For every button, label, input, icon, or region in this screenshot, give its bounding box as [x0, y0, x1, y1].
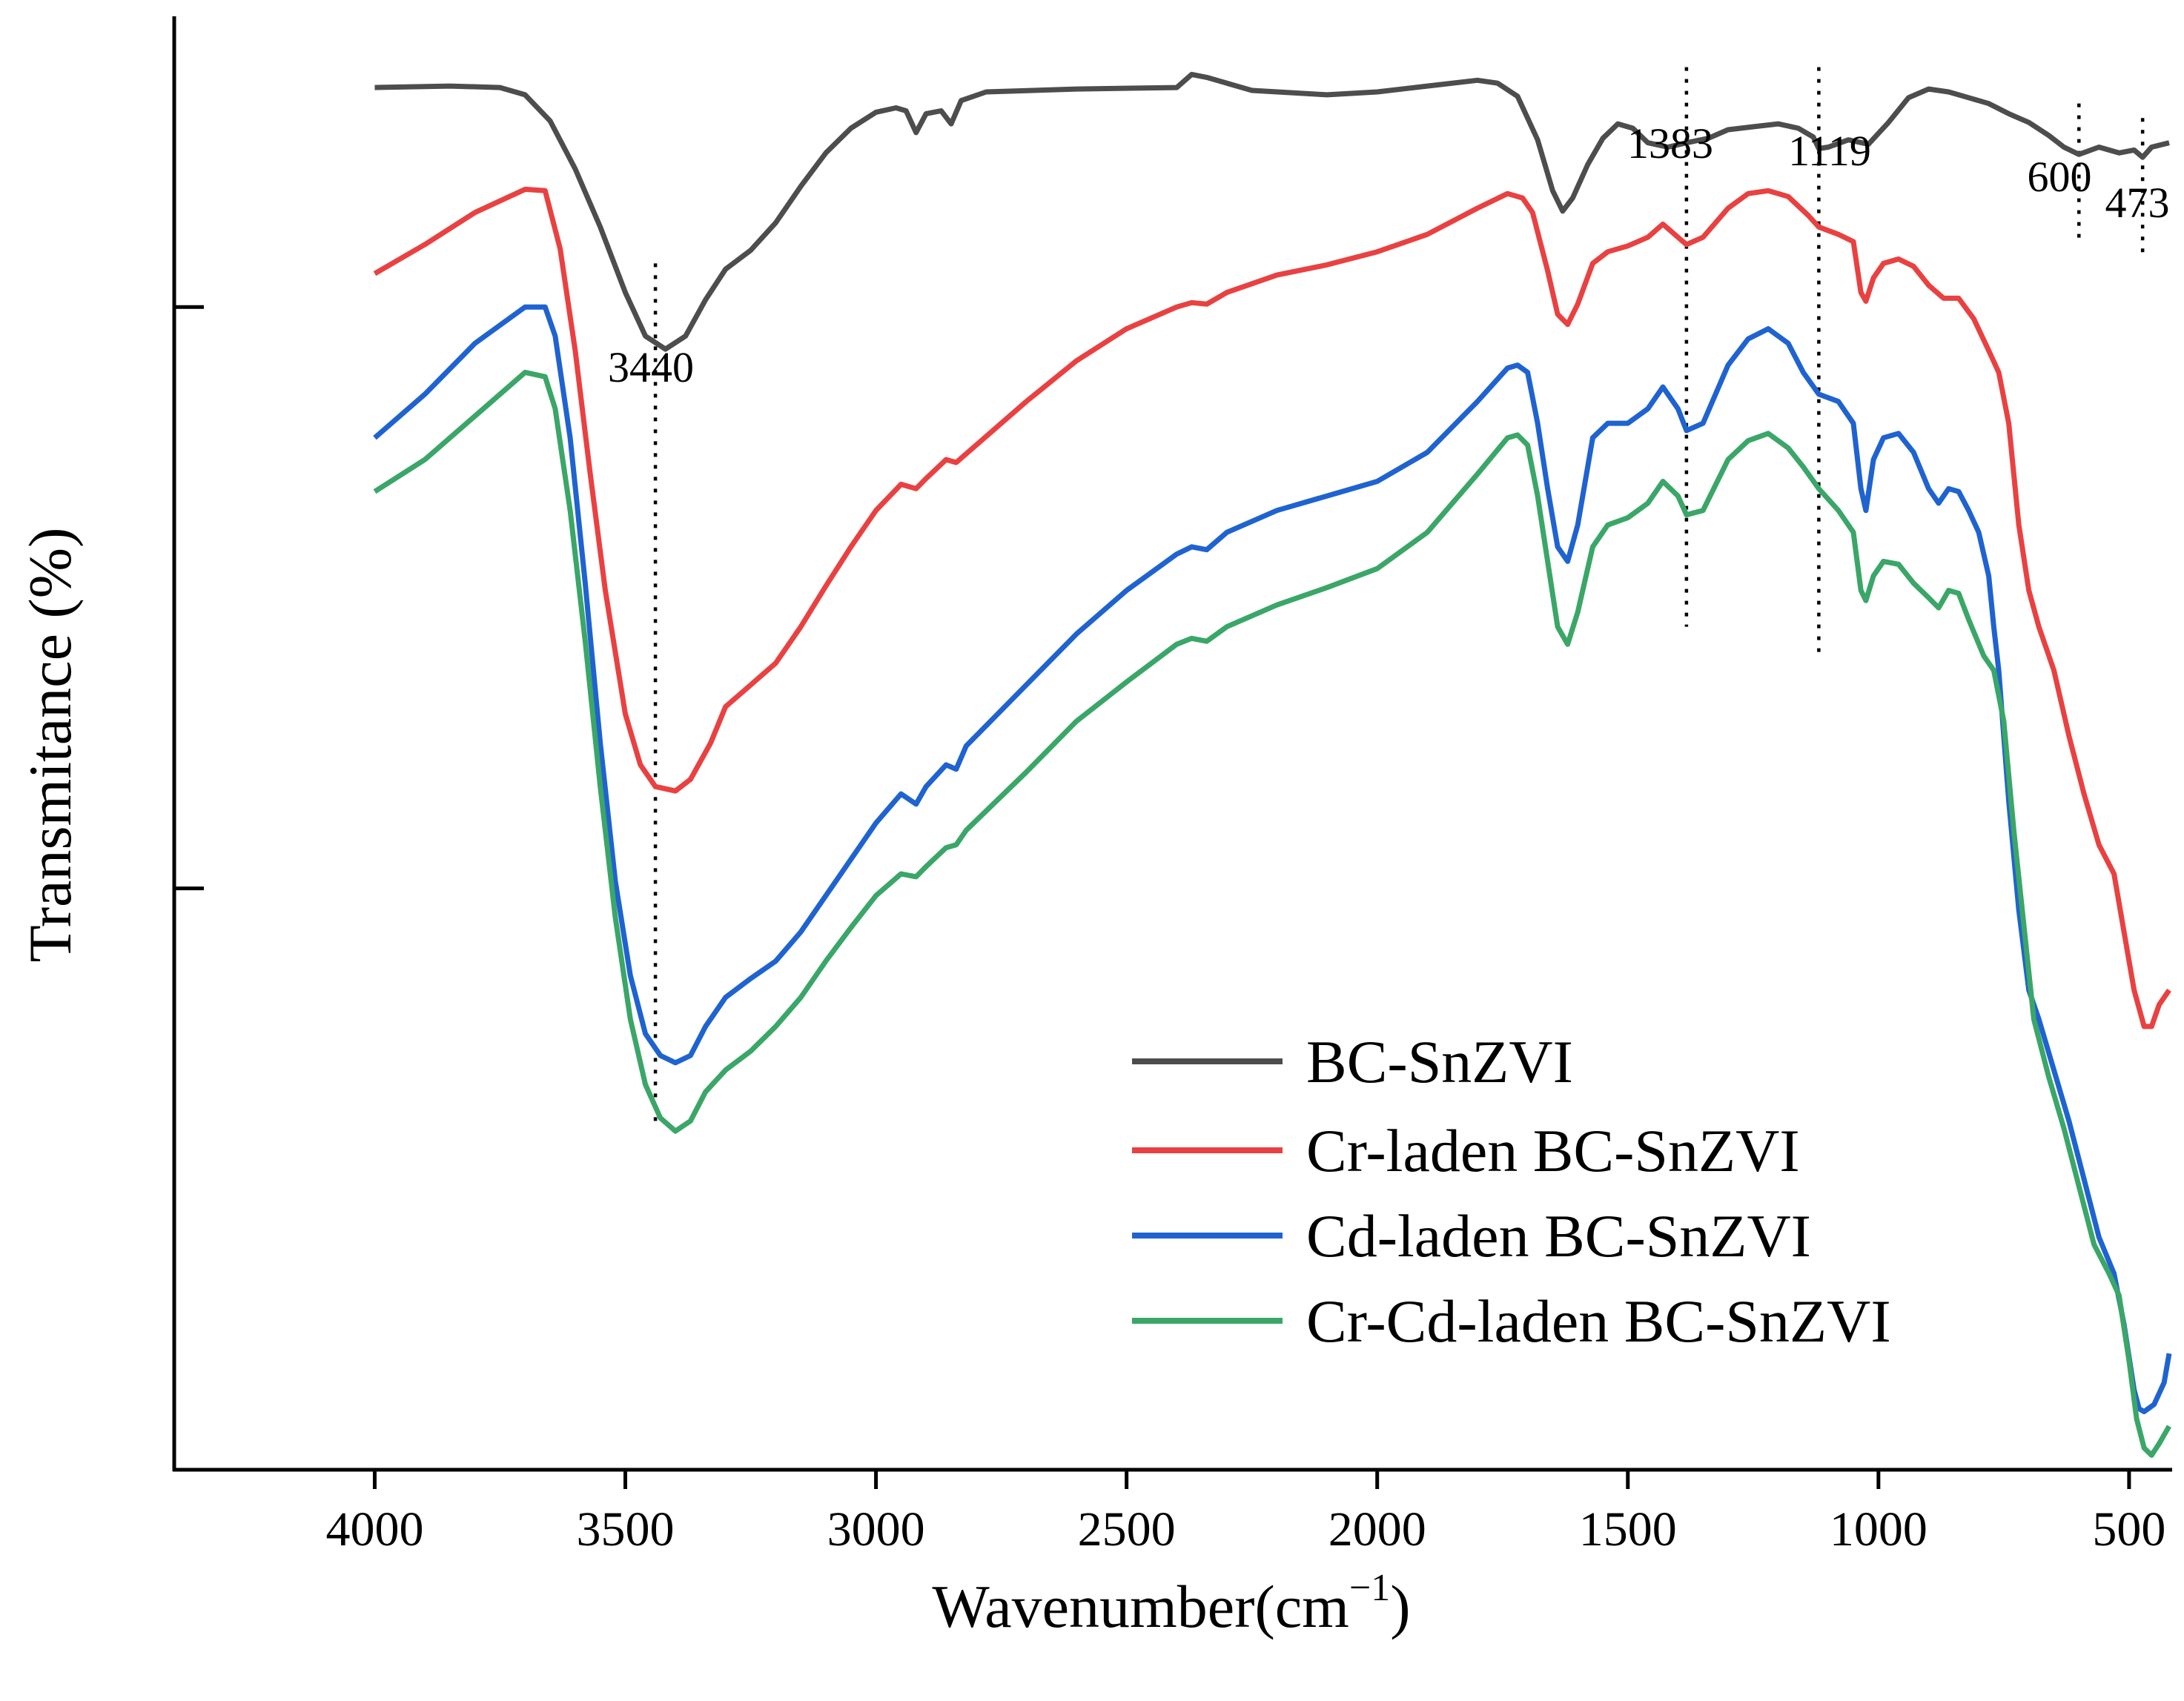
x-tick-label: 1500	[1579, 1502, 1677, 1556]
series-layer	[373, 71, 2172, 1458]
legend-label-3: Cd-laden BC-SnZVI	[1306, 1202, 1811, 1270]
peak-label-1119: 1119	[1788, 127, 1871, 175]
legend-label-2: Cr-laden BC-SnZVI	[1306, 1117, 1800, 1184]
x-tick-label: 3500	[577, 1502, 675, 1556]
peak-marker-lines	[653, 67, 2145, 1121]
series-line-4	[373, 369, 2172, 1458]
plot-frame	[172, 16, 2172, 1472]
x-tick-label: 3000	[827, 1502, 925, 1556]
legend-label-1: BC-SnZVI	[1306, 1028, 1573, 1095]
peak-labels: 3440 1383 1119 600 473	[608, 119, 2170, 391]
x-tick-label: 2000	[1328, 1502, 1426, 1556]
x-axis-label-unit-exponent: −1	[1349, 1567, 1390, 1609]
axis-ticks: 4000 3500 3000 2500 2000 1500 1000 500	[174, 305, 2165, 1556]
peak-label-473: 473	[2105, 179, 2170, 227]
peak-label-600: 600	[2028, 153, 2092, 201]
x-axis-label-close: )	[1390, 1573, 1410, 1640]
legend-label-4: Cr-Cd-laden BC-SnZVI	[1306, 1287, 1891, 1355]
x-axis-label-text: Wavenumber(cm	[932, 1573, 1349, 1640]
series-line-1	[374, 71, 2170, 352]
peak-label-3440: 3440	[608, 343, 694, 391]
x-tick-label: 4000	[325, 1502, 423, 1556]
series-line-2	[373, 186, 2171, 1029]
y-axis-label: Transmitance (%)	[16, 528, 84, 963]
series-line-3	[373, 304, 2172, 1415]
x-tick-label: 1000	[1830, 1502, 1927, 1556]
x-tick-label: 2500	[1078, 1502, 1176, 1556]
legend: BC-SnZVI Cr-laden BC-SnZVI Cd-laden BC-SnZ…	[1132, 1028, 1891, 1355]
peak-label-1383: 1383	[1627, 119, 1713, 168]
x-axis-label: Wavenumber(cm−1)	[932, 1567, 1410, 1640]
x-tick-label: 500	[2092, 1502, 2165, 1556]
